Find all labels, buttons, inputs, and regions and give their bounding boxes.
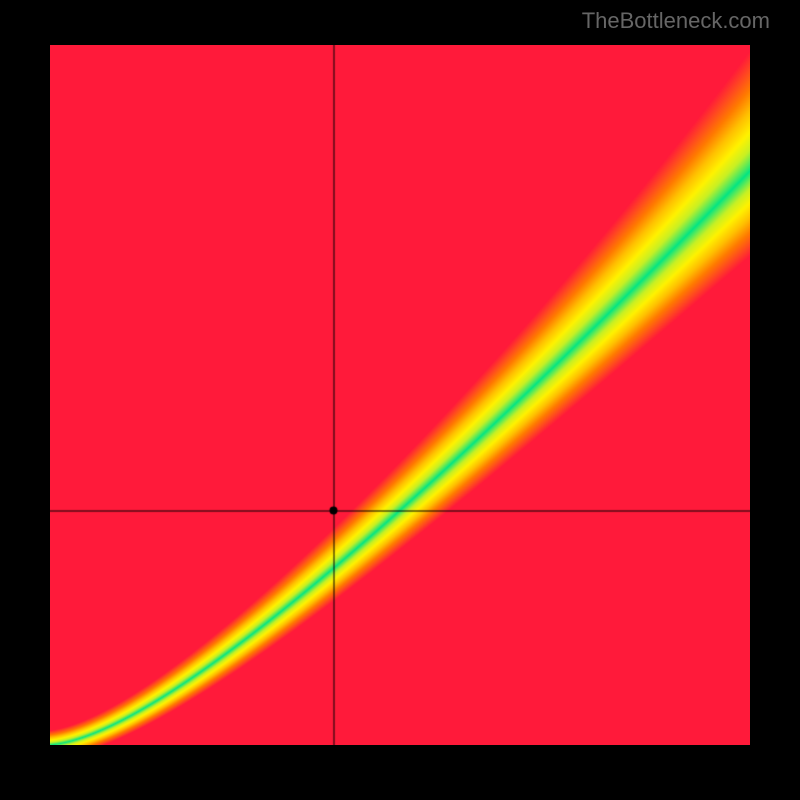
watermark-text: TheBottleneck.com [582,8,770,34]
bottleneck-heatmap [50,45,750,745]
